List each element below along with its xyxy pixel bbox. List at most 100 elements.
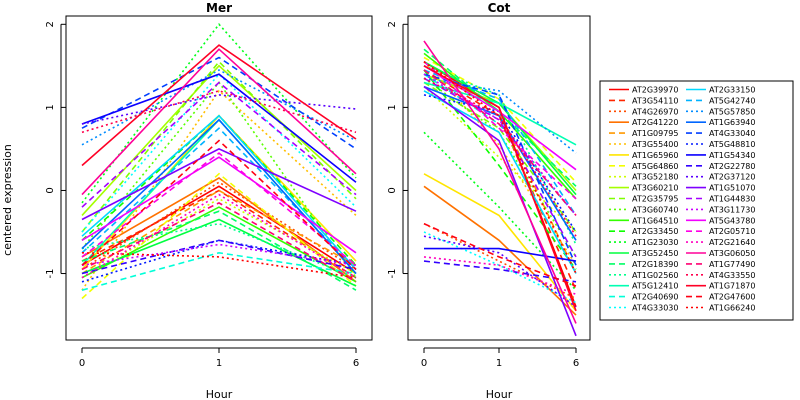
panel-cot-series	[423, 40, 577, 337]
series-line-at5g57850	[81, 69, 357, 146]
legend-item-at3g60740: AT3G60740	[609, 205, 678, 214]
legend-item-at4g33030: AT4G33030	[609, 304, 678, 313]
panel-cot-x-tick-label: 1	[496, 358, 502, 369]
series-line-at1g71870	[81, 44, 357, 167]
legend-label: AT2G39970	[632, 86, 678, 95]
legend-label: AT5G43780	[709, 216, 755, 225]
series-line-at3g11730	[81, 243, 357, 266]
legend-item-at3g55400: AT3G55400	[609, 140, 678, 149]
series-line-at1g23030	[81, 23, 357, 204]
legend-item-at5g43780: AT5G43780	[686, 216, 755, 225]
panel-cot-x-axis-label: Hour	[486, 388, 513, 400]
series-line-at1g77490	[423, 69, 577, 216]
panel-cot-y-tick-label: 2	[387, 21, 398, 27]
legend-label: AT3G55400	[632, 140, 678, 149]
legend-label: AT2G41220	[632, 118, 678, 127]
legend-label: AT3G60210	[632, 184, 678, 193]
series-line-at2g37120	[423, 235, 577, 308]
panel-cot-title: Cot	[488, 1, 511, 15]
legend-label: AT2G22780	[709, 162, 755, 171]
panel-mer-series	[81, 23, 357, 300]
series-line-at2g40690	[81, 251, 357, 291]
legend-label: AT1G63940	[709, 118, 755, 127]
legend-label: AT5G42740	[709, 96, 755, 105]
legend-label: AT1G44830	[709, 195, 755, 204]
legend-item-at5g42740: AT5G42740	[686, 96, 755, 105]
legend-item-at1g66240: AT1G66240	[686, 304, 755, 313]
series-line-at2g21640	[81, 193, 357, 279]
legend-label: AT2G47600	[709, 293, 755, 302]
legend-item-at2g21640: AT2G21640	[686, 238, 755, 247]
series-line-at3g06050	[423, 40, 577, 324]
series-line-at5g42740	[423, 69, 577, 216]
series-line-at1g63940	[81, 118, 357, 275]
series-line-at3g55400	[423, 61, 577, 266]
panel-mer-y-tick-label: 0	[45, 187, 56, 193]
legend-label: AT1G23030	[632, 238, 678, 247]
panel-mer: Mer Hour -1 0 1 2 0 1 6	[45, 1, 373, 400]
series-line-at5g43780	[423, 65, 577, 171]
series-line-at1g23030	[423, 131, 577, 291]
legend-item-at4g33550: AT4G33550	[686, 271, 755, 280]
series-line-at2g41220	[81, 177, 357, 283]
legend-item-at2g39970: AT2G39970	[609, 86, 678, 95]
series-line-at2g21640	[423, 256, 577, 296]
series-line-at2g41220	[423, 185, 577, 316]
legend-label: AT3G06050	[709, 249, 755, 258]
series-line-at2g18390	[81, 210, 357, 291]
series-line-at2g35795	[81, 60, 357, 233]
legend-label: AT1G64510	[632, 216, 678, 225]
legend-item-at3g52450: AT3G52450	[609, 249, 678, 258]
legend-item-at5g64860: AT5G64860	[609, 162, 678, 171]
series-line-at2g47600	[81, 139, 357, 270]
series-line-at4g33040	[81, 56, 357, 150]
series-line-at2g37120	[81, 94, 357, 125]
series-line-at2g33450	[423, 69, 577, 270]
legend-item-at4g26970: AT4G26970	[609, 107, 678, 116]
panel-mer-frame	[65, 15, 373, 341]
legend-item-at2g33450: AT2G33450	[609, 227, 678, 236]
legend-label: AT3G52450	[632, 249, 678, 258]
panel-cot-x-tick-label: 6	[573, 358, 579, 369]
legend-item-at5g12410: AT5G12410	[609, 282, 678, 291]
legend-label: AT1G77490	[709, 260, 755, 269]
panel-cot-y-tick-label: -1	[387, 269, 398, 279]
legend-label: AT1G54340	[709, 151, 755, 160]
legend-label: AT2G21640	[709, 238, 755, 247]
legend-item-at3g11730: AT3G11730	[686, 205, 755, 214]
legend-label: AT2G37120	[709, 173, 755, 182]
series-line-at5g48810	[81, 239, 357, 283]
series-line-at1g54340	[81, 73, 357, 183]
series-line-at1g63940	[423, 85, 577, 241]
legend-item-at1g44830: AT1G44830	[686, 195, 755, 204]
legend-item-at2g35795: AT2G35795	[609, 195, 678, 204]
legend-item-at3g54110: AT3G54110	[609, 96, 678, 105]
panel-cot-y-tick-label: 0	[387, 187, 398, 193]
panel-cot: Cot Hour -1 0 1 2 0 1 6	[387, 1, 591, 400]
series-line-at3g54110	[423, 69, 577, 291]
legend-label: AT5G48810	[709, 140, 755, 149]
legend-label: AT5G64860	[632, 162, 678, 171]
legend-label: AT3G54110	[632, 96, 678, 105]
legend-label: AT3G52180	[632, 173, 678, 182]
legend-item-at5g48810: AT5G48810	[686, 140, 755, 149]
series-line-at2g05710	[81, 152, 357, 266]
panel-cot-frame	[407, 15, 591, 341]
series-line-at5g64860	[81, 172, 357, 300]
series-line-at2g22780	[81, 239, 357, 275]
legend-item-at2g37120: AT2G37120	[686, 173, 755, 182]
series-line-at2g47600	[423, 222, 577, 287]
legend-item-at1g23030: AT1G23030	[609, 238, 678, 247]
legend-item-at1g51070: AT1G51070	[686, 184, 755, 193]
series-line-at4g26970	[423, 222, 577, 300]
panel-mer-x-tick-label: 0	[79, 358, 85, 369]
legend-label: AT1G71870	[709, 282, 755, 291]
legend-label: AT4G26970	[632, 107, 678, 116]
panel-mer-x-axis-label: Hour	[206, 388, 233, 400]
legend-item-at1g63940: AT1G63940	[686, 118, 755, 127]
legend-item-at1g64510: AT1G64510	[609, 216, 678, 225]
legend-item-at2g18390: AT2G18390	[609, 260, 678, 269]
legend-label: AT4G33030	[632, 304, 678, 313]
